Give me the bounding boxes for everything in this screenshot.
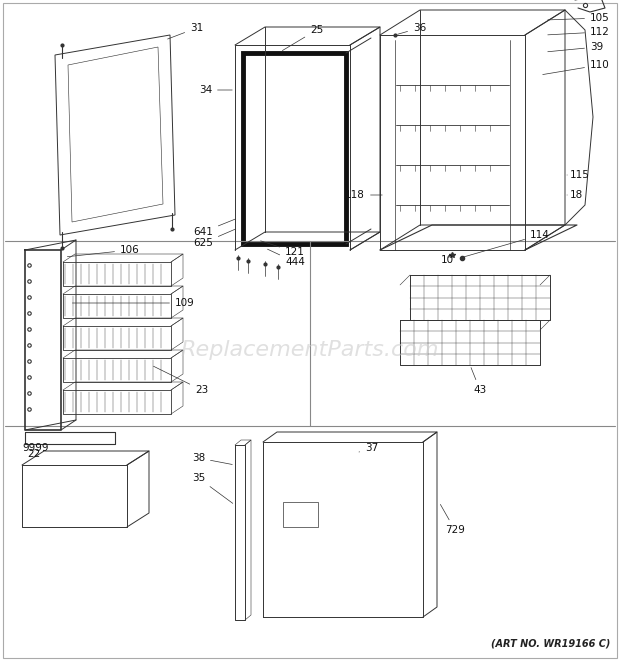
Text: 18: 18 <box>567 190 583 200</box>
Text: (ART NO. WR19166 C): (ART NO. WR19166 C) <box>490 638 610 648</box>
Text: 35: 35 <box>192 473 232 504</box>
Text: 38: 38 <box>192 453 232 465</box>
Text: 625: 625 <box>193 229 236 248</box>
Text: 110: 110 <box>542 60 609 75</box>
Text: 43: 43 <box>471 368 487 395</box>
Text: 36: 36 <box>397 23 427 34</box>
Text: 34: 34 <box>199 85 232 95</box>
Text: 641: 641 <box>193 219 236 237</box>
Text: 105: 105 <box>548 13 609 23</box>
Text: 22: 22 <box>27 449 40 459</box>
Text: 39: 39 <box>547 42 603 52</box>
Text: 37: 37 <box>359 443 378 453</box>
Text: 109: 109 <box>73 298 195 308</box>
Text: 112: 112 <box>548 27 610 37</box>
Text: 23: 23 <box>154 366 208 395</box>
Text: 114: 114 <box>463 230 550 257</box>
Text: 10: 10 <box>440 255 454 265</box>
Text: 106: 106 <box>68 245 140 256</box>
Text: 444: 444 <box>267 249 305 267</box>
Text: 115: 115 <box>567 170 590 180</box>
Text: 729: 729 <box>440 504 465 535</box>
Text: ReplacementParts.com: ReplacementParts.com <box>181 340 439 360</box>
Text: 121: 121 <box>260 241 305 257</box>
Text: 9999: 9999 <box>22 443 48 453</box>
Text: 118: 118 <box>345 190 382 200</box>
Text: 31: 31 <box>167 23 203 39</box>
Text: 25: 25 <box>282 25 323 51</box>
